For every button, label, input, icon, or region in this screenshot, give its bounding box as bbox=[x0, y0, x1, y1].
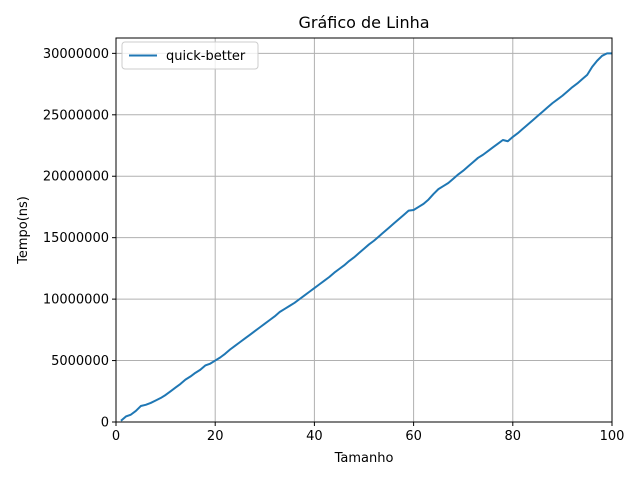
x-tick-label: 60 bbox=[405, 429, 422, 444]
y-tick-label: 20000000 bbox=[43, 170, 109, 185]
y-tick-label: 15000000 bbox=[43, 231, 109, 246]
x-tick-label: 20 bbox=[207, 429, 224, 444]
y-axis-label: Tempo(ns) bbox=[16, 196, 31, 265]
x-tick-label: 100 bbox=[600, 429, 625, 444]
x-tick-label: 80 bbox=[505, 429, 522, 444]
legend: quick-better bbox=[121, 41, 259, 70]
series-line-quick-better bbox=[120, 52, 612, 422]
x-axis-label: Tamanho bbox=[334, 451, 394, 466]
plot-area-frame bbox=[115, 37, 613, 423]
y-tick-label: 0 bbox=[101, 416, 109, 431]
legend-label: quick-better bbox=[166, 49, 246, 64]
grid-lines bbox=[115, 38, 613, 423]
x-axis-ticks: 0 20 40 60 80 100 bbox=[112, 422, 625, 444]
chart-title: Gráfico de Linha bbox=[298, 13, 429, 32]
legend-box bbox=[121, 41, 259, 70]
y-tick-label: 10000000 bbox=[43, 293, 109, 308]
x-tick-label: 0 bbox=[112, 429, 120, 444]
y-tick-label: 5000000 bbox=[51, 354, 109, 369]
y-tick-label: 25000000 bbox=[43, 108, 109, 123]
x-tick-label: 40 bbox=[306, 429, 323, 444]
y-axis-ticks: 0 5000000 10000000 15000000 20000000 25000000… bbox=[43, 47, 116, 431]
y-tick-label: 30000000 bbox=[43, 47, 109, 62]
